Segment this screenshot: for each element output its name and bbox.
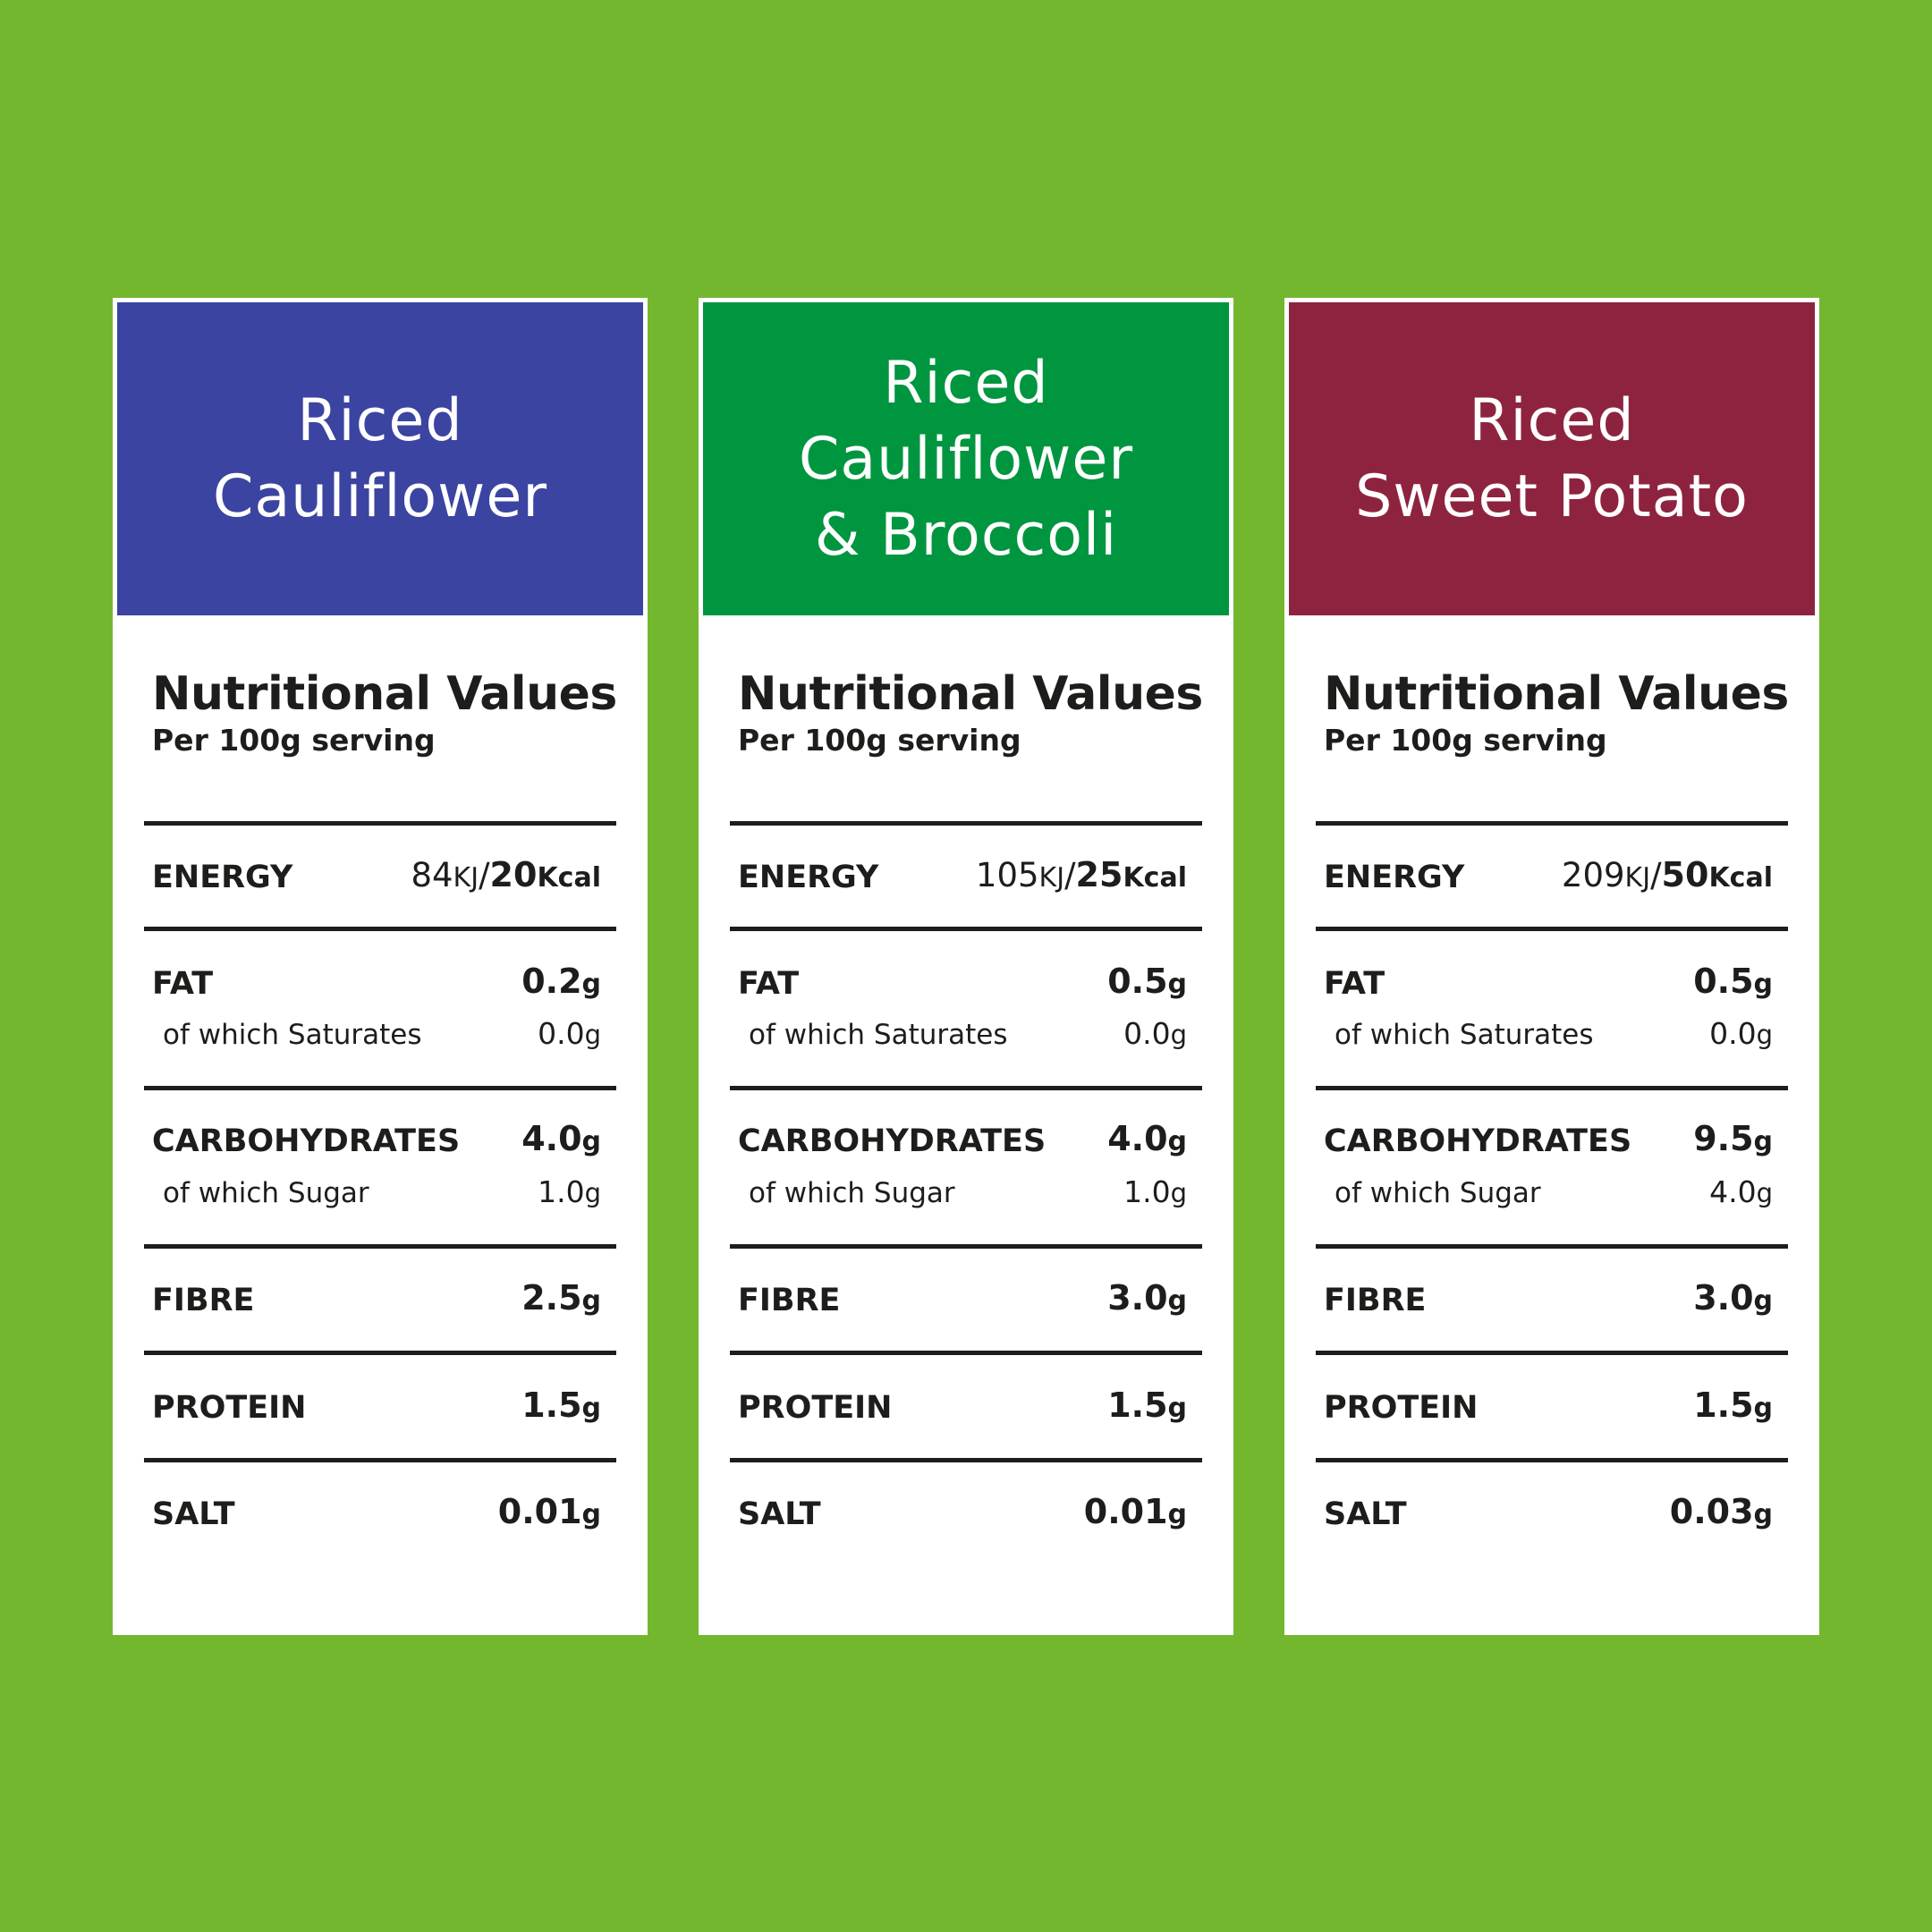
salt-label: SALT [152, 1496, 235, 1532]
energy-label: ENERGY [152, 860, 293, 895]
divider [730, 1458, 1202, 1462]
divider [730, 927, 1202, 931]
fibre-label: FIBRE [152, 1283, 255, 1318]
saturates-value: 0.0g [1123, 1016, 1187, 1051]
saturates-value: 0.0g [1709, 1016, 1773, 1051]
divider [1316, 1244, 1788, 1249]
protein-value: 1.5g [521, 1385, 601, 1425]
energy-value: 84KJ/20Kcal [411, 855, 601, 894]
protein-label: PROTEIN [1324, 1390, 1479, 1426]
divider [730, 1351, 1202, 1355]
protein-value: 1.5g [1107, 1385, 1187, 1425]
salt-value: 0.01g [497, 1492, 601, 1531]
fat-value: 0.2g [521, 962, 601, 1001]
divider [144, 821, 616, 826]
fat-value: 0.5g [1693, 962, 1773, 1001]
divider [1316, 1458, 1788, 1462]
panel-header: Riced Sweet Potato [1289, 302, 1815, 615]
carbohydrates-value: 9.5g [1693, 1119, 1773, 1158]
salt-label: SALT [1324, 1496, 1407, 1532]
fat-label: FAT [152, 966, 214, 1002]
product-title: Riced Cauliflower & Broccoli [798, 349, 1134, 569]
divider [144, 1351, 616, 1355]
nutritional-values-heading: Nutritional Values [152, 667, 617, 721]
protein-value: 1.5g [1693, 1385, 1773, 1425]
nutritional-values-heading: Nutritional Values [1324, 667, 1789, 721]
sugar-value: 1.0g [1123, 1174, 1187, 1209]
carbohydrates-label: CARBOHYDRATES [1324, 1123, 1632, 1159]
salt-label: SALT [738, 1496, 821, 1532]
carbohydrates-value: 4.0g [1107, 1119, 1187, 1158]
fat-value: 0.5g [1107, 962, 1187, 1001]
nutrition-panel-riced-sweet-potato: Riced Sweet Potato Nutritional Values Pe… [1284, 298, 1819, 1635]
carbohydrates-label: CARBOHYDRATES [738, 1123, 1046, 1159]
divider [730, 1086, 1202, 1090]
sugar-value: 4.0g [1709, 1174, 1773, 1209]
product-title: Riced Cauliflower [212, 387, 548, 530]
divider [1316, 927, 1788, 931]
panel-header: Riced Cauliflower [117, 302, 643, 615]
divider [144, 1086, 616, 1090]
divider [1316, 1086, 1788, 1090]
energy-label: ENERGY [738, 860, 879, 895]
saturates-value: 0.0g [538, 1016, 601, 1051]
carbohydrates-value: 4.0g [521, 1119, 601, 1158]
divider [144, 927, 616, 931]
salt-value: 0.01g [1083, 1492, 1187, 1531]
divider [144, 1244, 616, 1249]
product-title: Riced Sweet Potato [1355, 387, 1749, 530]
fat-label: FAT [738, 966, 800, 1002]
protein-label: PROTEIN [738, 1390, 893, 1426]
protein-label: PROTEIN [152, 1390, 307, 1426]
carbohydrates-label: CARBOHYDRATES [152, 1123, 461, 1159]
fibre-value: 3.0g [1693, 1278, 1773, 1318]
fibre-value: 3.0g [1107, 1278, 1187, 1318]
serving-size-subtitle: Per 100g serving [1324, 723, 1607, 758]
fat-label: FAT [1324, 966, 1385, 1002]
energy-value: 209KJ/50Kcal [1561, 855, 1773, 894]
sugar-value: 1.0g [538, 1174, 601, 1209]
serving-size-subtitle: Per 100g serving [738, 723, 1021, 758]
panel-header: Riced Cauliflower & Broccoli [703, 302, 1229, 615]
fibre-label: FIBRE [738, 1283, 841, 1318]
nutritional-values-heading: Nutritional Values [738, 667, 1203, 721]
fibre-value: 2.5g [521, 1278, 601, 1318]
divider [730, 1244, 1202, 1249]
salt-value: 0.03g [1669, 1492, 1773, 1531]
energy-label: ENERGY [1324, 860, 1465, 895]
sugar-label: of which Sugar [749, 1177, 955, 1209]
nutrition-panel-riced-cauliflower-broccoli: Riced Cauliflower & Broccoli Nutritional… [699, 298, 1233, 1635]
divider [1316, 1351, 1788, 1355]
nutrition-panel-riced-cauliflower: Riced Cauliflower Nutritional Values Per… [113, 298, 648, 1635]
saturates-label: of which Saturates [163, 1019, 422, 1051]
sugar-label: of which Sugar [163, 1177, 369, 1209]
divider [144, 1458, 616, 1462]
saturates-label: of which Saturates [1335, 1019, 1594, 1051]
serving-size-subtitle: Per 100g serving [152, 723, 436, 758]
divider [1316, 821, 1788, 826]
divider [730, 821, 1202, 826]
fibre-label: FIBRE [1324, 1283, 1427, 1318]
sugar-label: of which Sugar [1335, 1177, 1541, 1209]
energy-value: 105KJ/25Kcal [975, 855, 1187, 894]
saturates-label: of which Saturates [749, 1019, 1008, 1051]
